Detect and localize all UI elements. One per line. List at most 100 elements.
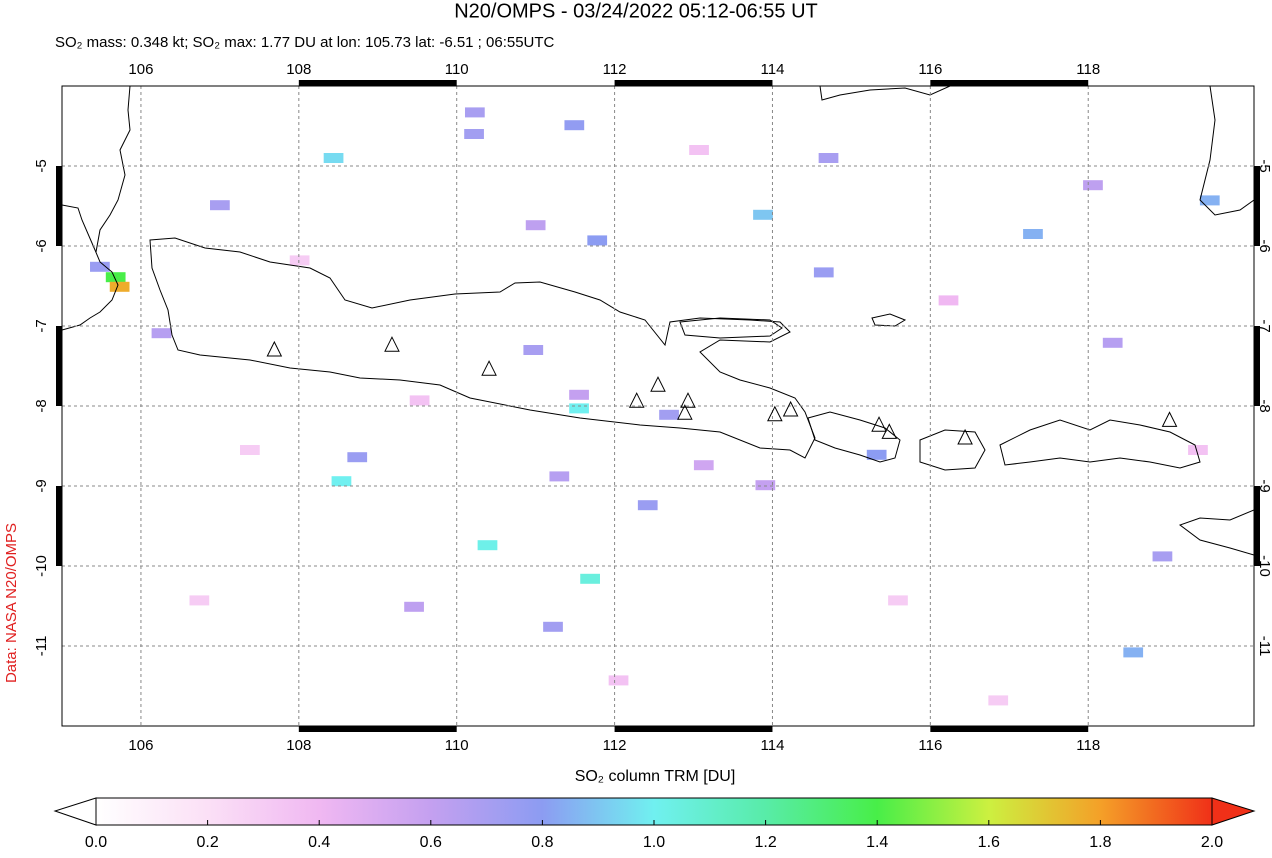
colorbar-label: SO₂ column TRM [DU]	[575, 768, 736, 785]
colorbar-tick-label: 1.0	[643, 834, 665, 851]
so2-pixel	[289, 255, 310, 266]
colorbar-over-arrow	[1211, 797, 1256, 826]
frame-bar	[614, 726, 773, 732]
volcano	[680, 392, 696, 408]
y-tick-label-right: -10	[1256, 555, 1272, 577]
title: N20/OMPS - 03/24/2022 05:12-06:55 UT	[454, 0, 818, 22]
so2-pixel	[1199, 195, 1220, 206]
pixel-layer	[90, 107, 1220, 706]
so2-pixel	[525, 220, 546, 231]
so2-pixel	[409, 395, 430, 406]
so2-pixel	[693, 460, 714, 471]
x-tick-label-top: 110	[445, 61, 469, 78]
so2-pixel	[240, 445, 260, 455]
volcano	[650, 376, 666, 392]
so2-pixel	[938, 295, 959, 306]
y-tick-label-left: -5	[33, 159, 50, 172]
x-tick-label-bottom: 110	[445, 737, 469, 754]
so2-pixel	[1102, 337, 1123, 348]
so2-pixel	[637, 500, 658, 511]
volcano	[881, 423, 898, 439]
coastline-sumatra	[62, 204, 119, 331]
volcano	[481, 360, 497, 376]
x-tick-label-bottom: 106	[128, 737, 153, 754]
so2-pixel	[523, 345, 544, 355]
so2-pixel	[404, 601, 424, 612]
so2-pixel	[659, 409, 679, 420]
map-area	[62, 86, 1254, 726]
coastline-madura	[679, 317, 783, 339]
colorbar-tick-label: 1.8	[1089, 834, 1111, 851]
colorbar-tick-label: 0.0	[85, 834, 107, 851]
so2-pixel	[210, 200, 230, 211]
frame-bar	[56, 486, 62, 566]
coastlines	[62, 86, 1254, 556]
so2-pixel	[813, 267, 834, 278]
colorbar: 0.0 0.2 0.4 0.6 0.8 1.0 1.2 1.4 1.6 1.8 2.0	[53, 797, 1256, 851]
x-tick-label-top: 108	[286, 61, 311, 78]
x-tick-label-top: 116	[918, 61, 942, 78]
so2-pixel	[569, 403, 589, 414]
so2-pixel	[477, 540, 498, 551]
coastline-east	[1199, 86, 1254, 216]
x-tick-label-top: 114	[761, 61, 785, 78]
so2-pixel	[753, 209, 773, 220]
volcano	[628, 392, 645, 408]
volcano	[384, 336, 400, 352]
subtitle: SO₂ mass: 0.348 kt; SO₂ max: 1.77 DU at …	[55, 34, 555, 51]
volcano	[677, 404, 693, 420]
x-tick-label-top: 118	[1076, 61, 1100, 78]
so2-pixel	[1123, 647, 1144, 658]
x-tick-label-bottom: 114	[761, 737, 785, 754]
x-tick-label-bottom: 116	[918, 737, 942, 754]
x-tick-label-bottom: 112	[603, 737, 627, 754]
so2-pixel	[888, 595, 908, 606]
coastline-sumba	[1178, 509, 1254, 556]
frame-bars	[56, 80, 1260, 732]
volcano	[767, 405, 783, 422]
axes: 106 106 108 108 110 110 112 112 114 114 116 116 118 1…	[33, 61, 1272, 754]
so2-pixel	[549, 471, 570, 482]
so2-pixel	[580, 573, 600, 584]
so2-pixel	[151, 328, 172, 339]
y-tick-label-right: -11	[1256, 636, 1272, 657]
so2-pixel	[988, 695, 1009, 706]
so2-pixel	[866, 449, 887, 460]
so2-pixel	[347, 452, 368, 463]
volcano-layer	[266, 336, 1178, 445]
y-tick-label-left: -6	[33, 239, 50, 252]
so2-pixel	[331, 476, 352, 487]
grid	[62, 86, 1254, 726]
y-tick-label-right: -7	[1256, 319, 1272, 332]
coastline-bali	[807, 411, 901, 463]
colorbar-tick-label: 0.2	[196, 834, 218, 851]
so2-pixel	[90, 261, 110, 272]
so2-pixel	[1152, 551, 1173, 562]
so2-pixel	[543, 621, 563, 632]
so2-pixel	[323, 153, 344, 163]
y-tick-label-right: -5	[1256, 159, 1272, 172]
frame-bar	[614, 80, 773, 86]
so2-pixel	[1188, 445, 1208, 455]
frame-bar	[298, 80, 457, 86]
so2-pixel	[464, 107, 485, 118]
coastline-sumbawa	[999, 419, 1201, 469]
so2-pixel	[755, 480, 776, 491]
so2-pixel	[189, 595, 210, 606]
colorbar-tick-label: 0.4	[308, 834, 330, 851]
so2-pixel	[564, 120, 585, 131]
colorbar-under-arrow	[53, 797, 97, 826]
frame-bar	[1254, 486, 1260, 566]
colorbar-tick-label: 1.4	[866, 834, 888, 851]
x-tick-label-bottom: 108	[286, 737, 311, 754]
frame-bar	[56, 326, 62, 406]
frame-bar	[930, 726, 1089, 732]
frame-bar	[56, 166, 62, 246]
colorbar-tick-label: 0.6	[420, 834, 442, 851]
coastline-lombok	[919, 429, 986, 471]
frame-bar	[1254, 166, 1260, 246]
x-tick-label-bottom: 118	[1076, 737, 1100, 754]
volcano	[782, 400, 799, 417]
volcano	[871, 416, 887, 432]
so2-pixel	[1023, 229, 1043, 239]
